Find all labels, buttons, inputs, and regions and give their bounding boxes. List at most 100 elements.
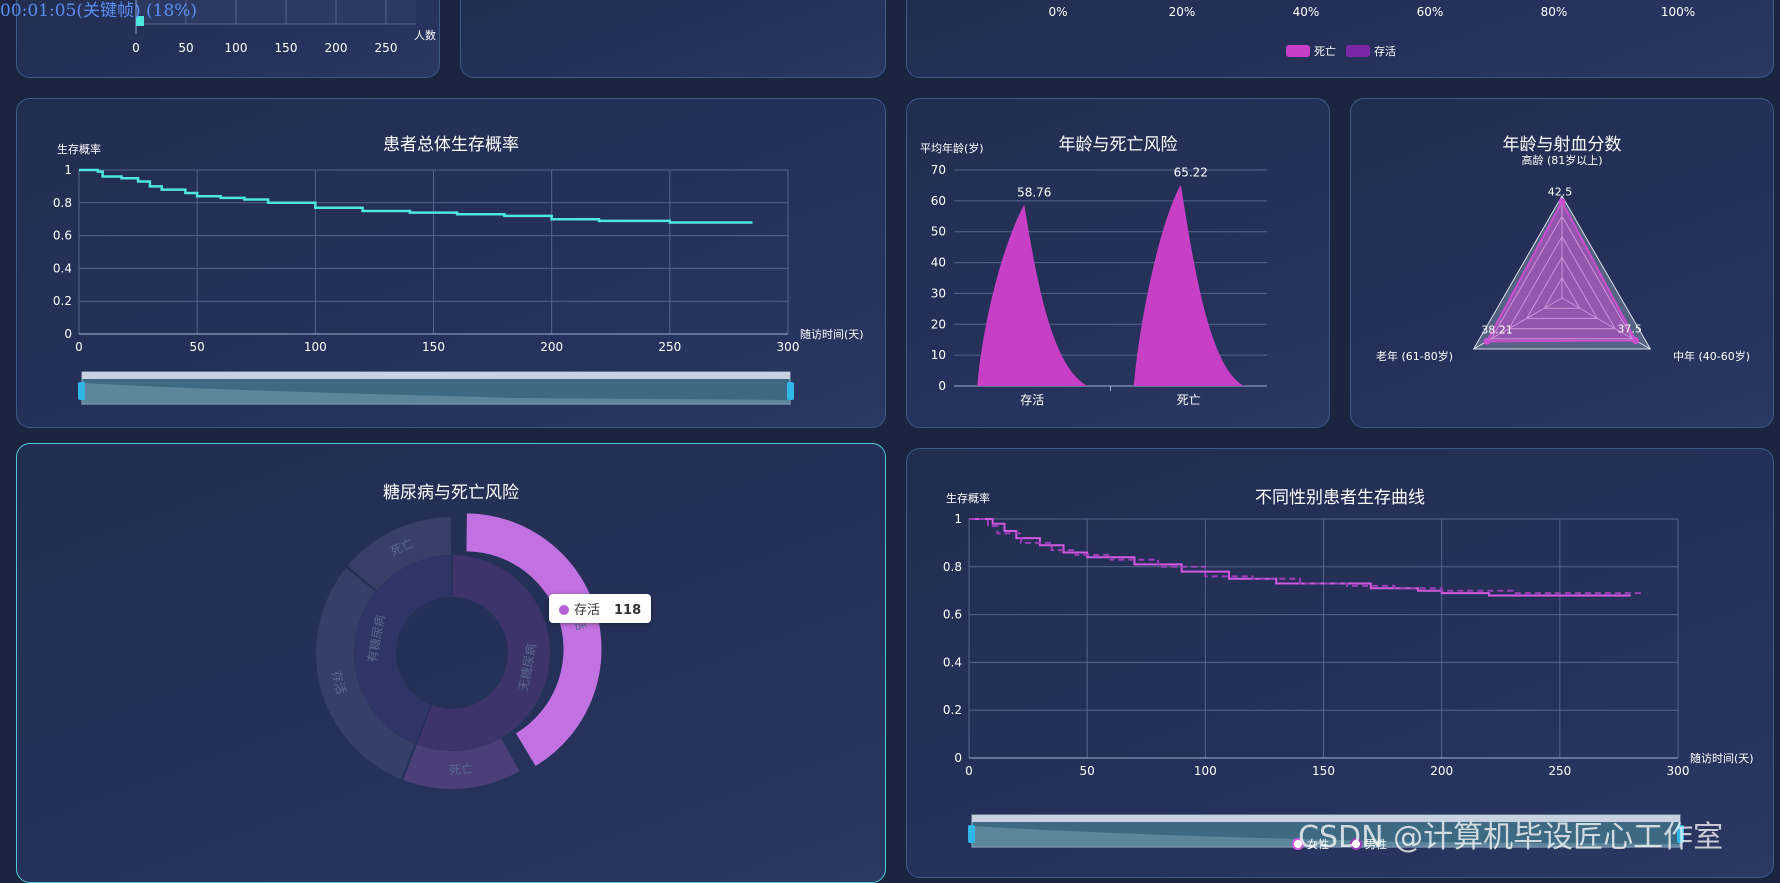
y-tick-label: 0.2 xyxy=(943,703,962,717)
y-tick-label: 1 xyxy=(64,163,72,177)
gender-survival-zoom-slider[interactable] xyxy=(968,814,1684,848)
csdn-watermark: CSDN @计算机毕设匠心工作室 xyxy=(1298,820,1724,855)
panel-diabetes-risk xyxy=(16,443,886,883)
y-tick-label: 0.6 xyxy=(53,229,72,243)
y-tick-label: 0.4 xyxy=(53,261,72,275)
zoom-handle-left[interactable] xyxy=(78,382,85,400)
tooltip-label: 存活 xyxy=(574,603,601,618)
age-death-risk-chart: 平均年龄(岁) 0 10 20 30 40 50 60 70 58.76 存活 65.22 死亡 xyxy=(920,141,1267,407)
diabetes-risk-donut: 存活死亡存活死亡无糖尿病有糖尿病 xyxy=(316,513,602,789)
gender-series-line xyxy=(969,518,1631,597)
top-left-x-tick: 100 xyxy=(225,41,248,55)
overall-survival-ylabel: 生存概率 xyxy=(57,142,101,156)
radar-title: 年龄与射血分数 xyxy=(1502,135,1622,155)
gender-survival-ylabel: 生存概率 xyxy=(946,491,990,505)
donut-tooltip: 存活 118 xyxy=(549,594,652,623)
x-tick-label: 150 xyxy=(422,340,445,354)
x-tick-label: 200 xyxy=(1430,764,1453,778)
top-left-x-tick: 200 xyxy=(325,41,348,55)
tooltip-dot xyxy=(559,605,569,615)
donut-slice[interactable] xyxy=(416,555,551,751)
legend-marker[interactable] xyxy=(1350,838,1362,850)
legend-label-death: 死亡 xyxy=(1314,44,1336,58)
y-tick-label: 0 xyxy=(954,751,962,765)
y-tick-label: 0 xyxy=(938,379,946,393)
top-left-x-tick: 250 xyxy=(375,41,398,55)
radar-indicator-label: 高龄 (81岁以上) xyxy=(1521,153,1602,167)
overall-survival-title: 患者总体生存概率 xyxy=(383,135,519,155)
donut-slice-label: 存活 xyxy=(329,669,349,696)
y-tick-label: 60 xyxy=(931,194,946,208)
x-tick-label: 300 xyxy=(777,340,800,354)
x-tick-label: 150 xyxy=(1312,764,1335,778)
radar-indicator-label: 老年 (61-80岁) xyxy=(1376,349,1453,363)
top-right-x-tick: 80% xyxy=(1541,5,1568,19)
legend-marker[interactable] xyxy=(1292,838,1304,850)
y-tick-label: 10 xyxy=(931,348,946,362)
legend-swatch-death xyxy=(1286,45,1310,57)
overall-survival-xlabel: 随访时间(天) xyxy=(800,327,864,341)
y-tick-label: 20 xyxy=(931,317,946,331)
top-left-x-tick: 0 xyxy=(132,41,140,55)
x-tick-label: 50 xyxy=(1080,764,1095,778)
y-tick-label: 40 xyxy=(931,256,946,270)
y-tick-label: 0.8 xyxy=(943,560,962,574)
y-tick-label: 50 xyxy=(931,225,946,239)
top-right-x-tick: 60% xyxy=(1417,5,1444,19)
age-ef-radar-chart: 42.5 37.5 38.21 高龄 (81岁以上) 中年 (40-60岁) 老年 (61… xyxy=(1376,153,1750,363)
top-left-xlabel: 人数 xyxy=(414,29,436,42)
top-left-x-tick: 150 xyxy=(275,41,298,55)
panel-top-right xyxy=(906,0,1774,78)
radar-value-label: 38.21 xyxy=(1481,323,1513,336)
gender-survival-chart: 生存概率 随访时间(天) 0 50 100 150 200 250 300 0 0.2 0.4 0.… xyxy=(943,491,1754,851)
top-right-x-tick: 100% xyxy=(1661,5,1695,19)
top-left-partial-chart: 0 50 100 150 200 250 人数 xyxy=(132,0,436,55)
age-death-risk-ylabel: 平均年龄(岁) xyxy=(920,141,984,155)
top-left-plot-bg xyxy=(136,0,416,24)
legend-label[interactable]: 女性 xyxy=(1307,837,1329,851)
zoom-handle-right[interactable] xyxy=(1677,825,1684,843)
legend-swatch-alive xyxy=(1346,45,1370,57)
radar-value-label: 37.5 xyxy=(1617,323,1642,336)
zoom-handle-right[interactable] xyxy=(787,382,794,400)
age-bar[interactable] xyxy=(977,204,1088,386)
top-right-x-tick: 40% xyxy=(1293,5,1320,19)
overlay-timestamp: 00:01:05(关键帧) (18%) xyxy=(0,1,198,21)
age-bar[interactable] xyxy=(1133,184,1244,386)
radar-point[interactable] xyxy=(1558,198,1566,206)
donut-slice[interactable] xyxy=(347,517,452,591)
tooltip-value: 118 xyxy=(614,603,642,618)
y-tick-label: 0.4 xyxy=(943,655,962,669)
zoom-handle-left[interactable] xyxy=(968,825,975,843)
radar-point[interactable] xyxy=(1632,337,1640,344)
overall-survival-zoom-slider[interactable] xyxy=(78,371,794,405)
x-tick-label: 250 xyxy=(1548,764,1571,778)
gender-series-line xyxy=(969,518,1643,595)
radar-value-area[interactable] xyxy=(1485,199,1638,343)
y-tick-label: 1 xyxy=(954,512,962,526)
gender-survival-legend[interactable]: 女性 男性 xyxy=(1292,837,1387,851)
age-bar-value-label: 65.22 xyxy=(1174,166,1208,180)
radar-point[interactable] xyxy=(1483,337,1491,345)
donut-slice[interactable] xyxy=(353,555,452,744)
x-tick-label: 0 xyxy=(75,340,83,354)
donut-slice[interactable] xyxy=(466,513,602,766)
donut-slice[interactable] xyxy=(403,737,520,789)
age-category-label: 存活 xyxy=(1020,393,1044,407)
legend-label[interactable]: 男性 xyxy=(1365,837,1387,851)
top-right-x-tick: 0% xyxy=(1048,5,1067,19)
y-tick-label: 0.6 xyxy=(943,608,962,622)
x-tick-label: 0 xyxy=(965,764,973,778)
overall-survival-chart: 生存概率 随访时间(天) 0 50 100 150 200 250 300 0 0.2 0.4 0.… xyxy=(53,142,864,405)
donut-slice[interactable] xyxy=(316,567,416,779)
x-tick-label: 100 xyxy=(304,340,327,354)
diabetes-risk-title: 糖尿病与死亡风险 xyxy=(383,483,519,503)
age-category-label: 死亡 xyxy=(1177,393,1201,407)
x-tick-label: 50 xyxy=(190,340,205,354)
y-tick-label: 0.8 xyxy=(53,196,72,210)
legend-label-alive: 存活 xyxy=(1374,44,1396,58)
x-tick-label: 250 xyxy=(658,340,681,354)
top-right-x-tick: 20% xyxy=(1169,5,1196,19)
radar-indicator-label: 中年 (40-60岁) xyxy=(1673,349,1750,363)
age-death-risk-title: 年龄与死亡风险 xyxy=(1058,135,1178,155)
